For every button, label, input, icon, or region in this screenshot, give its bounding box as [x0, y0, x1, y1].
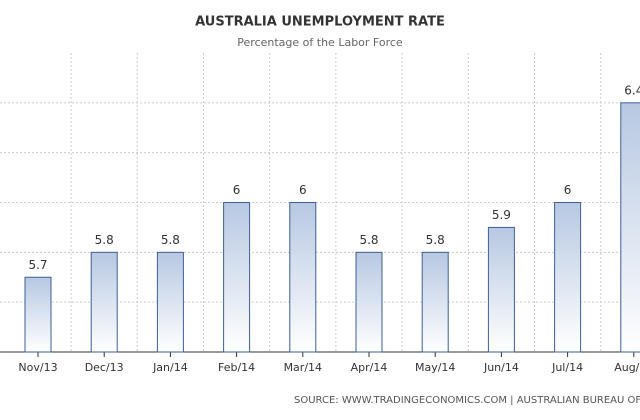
bar: [156, 251, 184, 353]
chart-title: AUSTRALIA UNEMPLOYMENT RATE: [195, 15, 445, 30]
x-tick-label: Jun/14: [483, 361, 519, 374]
x-tick-label: Mar/14: [284, 361, 322, 374]
bar: [289, 202, 317, 353]
source-note: SOURCE: WWW.TRADINGECONOMICS.COM | AUSTR…: [294, 395, 640, 406]
x-tick-label: Aug/14: [614, 361, 640, 374]
value-label: 6: [564, 183, 572, 197]
chart-subtitle: Percentage of the Labor Force: [237, 36, 403, 49]
bar: [554, 202, 582, 353]
bar: [223, 202, 251, 353]
value-label: 5.8: [95, 233, 114, 247]
bar: [90, 251, 118, 353]
value-label: 6: [299, 183, 307, 197]
x-tick-label: Apr/14: [351, 361, 388, 374]
x-tick-label: Feb/14: [218, 361, 255, 374]
x-tick-label: May/14: [415, 361, 455, 374]
bar: [421, 251, 449, 353]
value-label: 5.7: [28, 258, 47, 272]
value-label: 5.8: [426, 233, 445, 247]
x-tick-label: Jan/14: [152, 361, 188, 374]
value-label: 5.9: [492, 208, 511, 222]
value-label: 6.4: [624, 83, 640, 97]
bar: [487, 226, 515, 353]
bar: [24, 276, 52, 353]
bar: [355, 251, 383, 353]
x-tick-label: Nov/13: [18, 361, 57, 374]
x-tick-label: Jul/14: [551, 361, 583, 374]
x-tick-label: Dec/13: [85, 361, 124, 374]
value-label: 5.8: [161, 233, 180, 247]
value-label: 5.8: [359, 233, 378, 247]
value-label: 6: [233, 183, 241, 197]
bar: [620, 102, 640, 353]
